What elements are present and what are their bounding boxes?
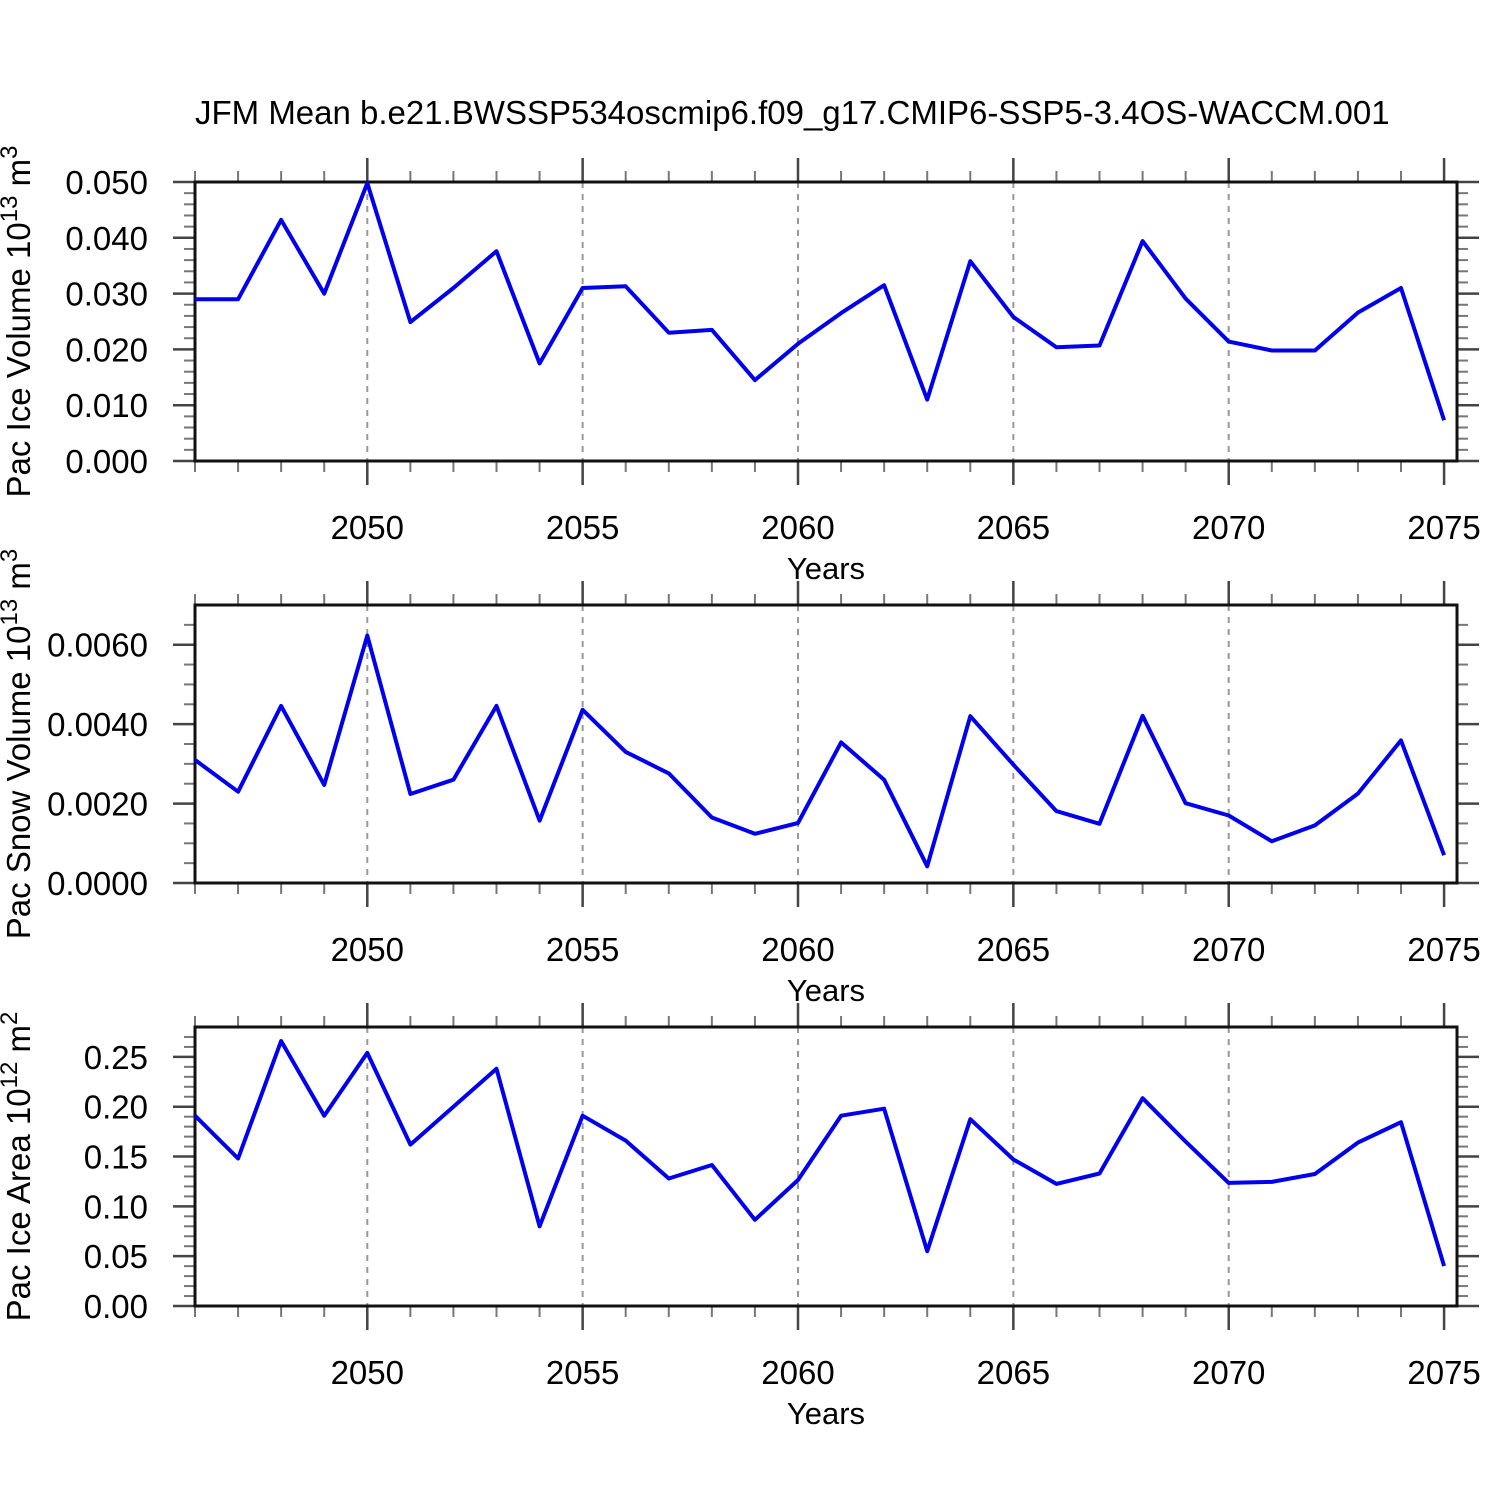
x-tick-label: 2070 [1192,931,1265,968]
plot-box [193,603,1459,885]
x-tick-label: 2060 [761,931,834,968]
y-tick-label: 0.0040 [47,706,148,743]
y-tick-label: 0.05 [84,1238,148,1275]
y-tick-label: 0.0020 [47,786,148,823]
x-tick-label: 2065 [977,1354,1050,1391]
y-tick-label: 0.10 [84,1188,148,1225]
x-axis-title: Years [787,551,865,586]
y-tick-label: 0.040 [65,220,148,257]
x-tick-label: 2060 [761,1354,834,1391]
y-tick-label: 0.050 [65,164,148,201]
x-axis-title: Years [787,1396,865,1431]
x-tick-label: 2075 [1407,509,1480,546]
panel-pac-ice-area: 2050 2055 2060 2065 2070 2075 0.00 0.05 0.10 0.15… [0,1003,1481,1431]
series-line-pac-snow-volume [193,633,1446,869]
y-tick-label: 0.00 [84,1288,148,1325]
y-tick-label: 0.030 [65,276,148,313]
y-axis-title: Pac Snow Volume 1013 m3 [0,549,37,939]
y-tick-label: 0.010 [65,387,148,424]
y-tick-label: 0.15 [84,1139,148,1176]
x-tick-label: 2065 [977,509,1050,546]
panel-pac-snow-volume: 2050 2055 2060 2065 2070 2075 0.0000 0.0020 0.00… [0,549,1481,1008]
x-tick-label: 2055 [546,1354,619,1391]
figure-title: JFM Mean b.e21.BWSSP534oscmip6.f09_g17.C… [195,94,1390,131]
series-line-pac-ice-volume [195,181,1447,421]
x-tick-label: 2075 [1407,931,1480,968]
y-tick-label: 0.0000 [47,865,148,902]
y-tick-label: 0.020 [65,331,148,368]
y-tick-label: 0.25 [84,1039,148,1076]
x-tick-label: 2055 [546,931,619,968]
panel-pac-ice-volume: 2050 2055 2060 2065 2070 2075 0.000 0.010 0.020 0… [0,146,1481,586]
x-tick-label: 2055 [546,509,619,546]
x-axis-title: Years [787,973,865,1008]
x-tick-label: 2060 [761,509,834,546]
y-tick-label: 0.000 [65,443,148,480]
x-tick-label: 2065 [977,931,1050,968]
x-tick-label: 2050 [331,509,404,546]
x-tick-label: 2070 [1192,1354,1265,1391]
y-axis-title: Pac Ice Volume 1013 m3 [0,146,37,498]
y-tick-label: 0.0060 [47,627,148,664]
x-tick-label: 2050 [331,931,404,968]
x-tick-label: 2075 [1407,1354,1480,1391]
x-tick-label: 2050 [331,1354,404,1391]
y-axis-title: Pac Ice Area 1012 m2 [0,1012,37,1322]
plot-box [193,1025,1459,1308]
y-tick-label: 0.20 [84,1089,148,1126]
plot-box [193,180,1459,463]
x-tick-label: 2070 [1192,509,1265,546]
series-line-pac-ice-area [193,1039,1447,1267]
